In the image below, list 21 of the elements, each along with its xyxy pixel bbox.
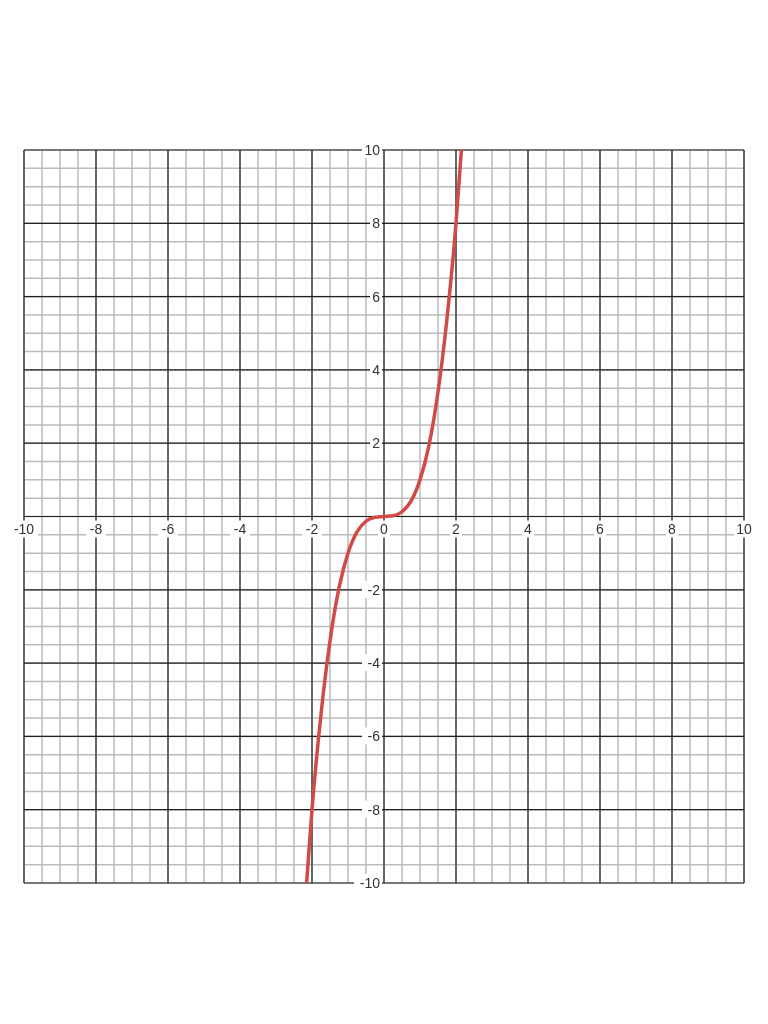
y-tick-label: 8	[372, 215, 381, 232]
x-tick-label: -8	[89, 520, 103, 537]
y-tick-label: -8	[367, 801, 381, 818]
x-tick-label: 0	[380, 520, 389, 537]
x-tick-label: -4	[233, 520, 247, 537]
y-tick-label: -10	[359, 875, 381, 891]
x-tick-label: 6	[596, 520, 605, 537]
y-tick-label: -6	[367, 728, 381, 745]
x-tick-label: 10	[736, 520, 752, 537]
y-tick-label: -4	[367, 655, 381, 672]
x-tick-label: 4	[524, 520, 533, 537]
x-tick-label: -2	[305, 520, 319, 537]
y-tick-label: 2	[372, 435, 381, 452]
x-tick-label: 2	[452, 520, 461, 537]
y-tick-label: 10	[364, 142, 381, 158]
y-tick-label: -2	[367, 581, 381, 598]
y-tick-label: 6	[372, 288, 381, 305]
x-tick-label: -6	[161, 520, 175, 537]
y-tick-label: 4	[372, 361, 381, 378]
x-tick-label: 8	[668, 520, 677, 537]
x-tick-label: -10	[13, 520, 35, 537]
